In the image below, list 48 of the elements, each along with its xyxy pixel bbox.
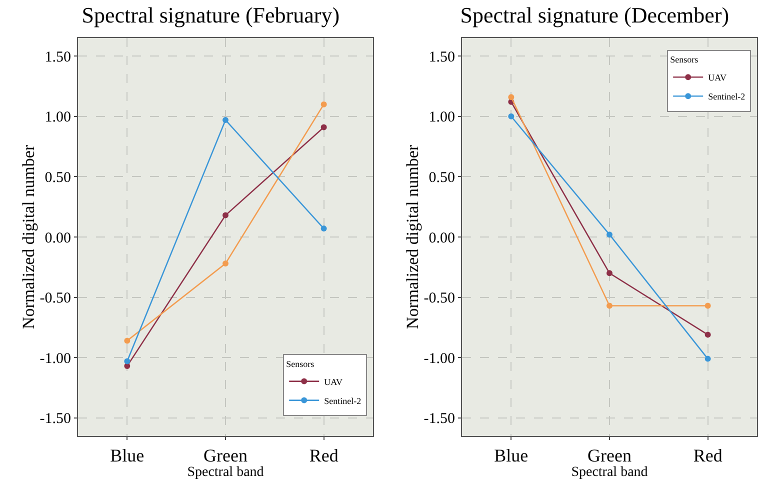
legend-title: Sensors <box>286 358 315 369</box>
chart-title: Spectral signature (February) <box>82 2 340 28</box>
x-tick-label: Red <box>309 446 338 466</box>
point <box>320 101 327 108</box>
y-tick-label: -1.00 <box>424 350 455 367</box>
point <box>124 358 130 364</box>
y-tick-label: 0.00 <box>44 230 71 246</box>
legend-label: Sentinel-2 <box>708 92 746 102</box>
legend-label: UAV <box>708 72 727 83</box>
x-tick-label: Blue <box>494 446 528 466</box>
y-tick-label: -1.00 <box>40 350 71 367</box>
point <box>704 332 711 338</box>
point <box>320 226 327 232</box>
point <box>320 124 327 130</box>
x-tick-label: Green <box>204 446 248 466</box>
x-tick-label: Green <box>588 446 632 466</box>
y-tick-label: 1.50 <box>44 49 71 66</box>
legend-label: Sentinel-2 <box>324 396 362 406</box>
point <box>508 94 514 100</box>
chart-title: Spectral signature (December) <box>460 2 730 28</box>
y-tick-label: 1.00 <box>428 110 455 126</box>
y-tick-label: -1.50 <box>40 411 71 428</box>
point <box>508 113 514 120</box>
y-tick-label: 1.00 <box>44 110 71 126</box>
y-tick-label: -0.50 <box>424 290 455 307</box>
y-axis-title: Normalized digital number <box>18 144 38 330</box>
legend-label: UAV <box>324 376 343 387</box>
x-axis-title: Spectral band <box>187 465 264 480</box>
point <box>704 302 711 309</box>
y-axis-title: Normalized digital number <box>402 144 422 330</box>
y-tick-label: -1.50 <box>424 411 455 428</box>
x-tick-label: Blue <box>110 446 144 466</box>
point <box>222 212 228 218</box>
y-tick-label: -0.50 <box>40 290 71 307</box>
y-tick-label: 0.50 <box>44 170 71 186</box>
point <box>124 338 130 344</box>
y-tick-label: 1.50 <box>428 49 455 66</box>
x-tick-label: Red <box>693 446 722 466</box>
legend-title: Sensors <box>670 54 699 65</box>
y-tick-label: 0.00 <box>428 230 455 246</box>
point <box>222 260 228 267</box>
y-tick-label: 0.50 <box>428 170 455 186</box>
x-axis-title: Spectral band <box>571 465 648 480</box>
point <box>222 117 228 124</box>
point <box>606 270 612 276</box>
point <box>606 232 612 238</box>
point <box>704 356 711 362</box>
point <box>606 302 612 309</box>
